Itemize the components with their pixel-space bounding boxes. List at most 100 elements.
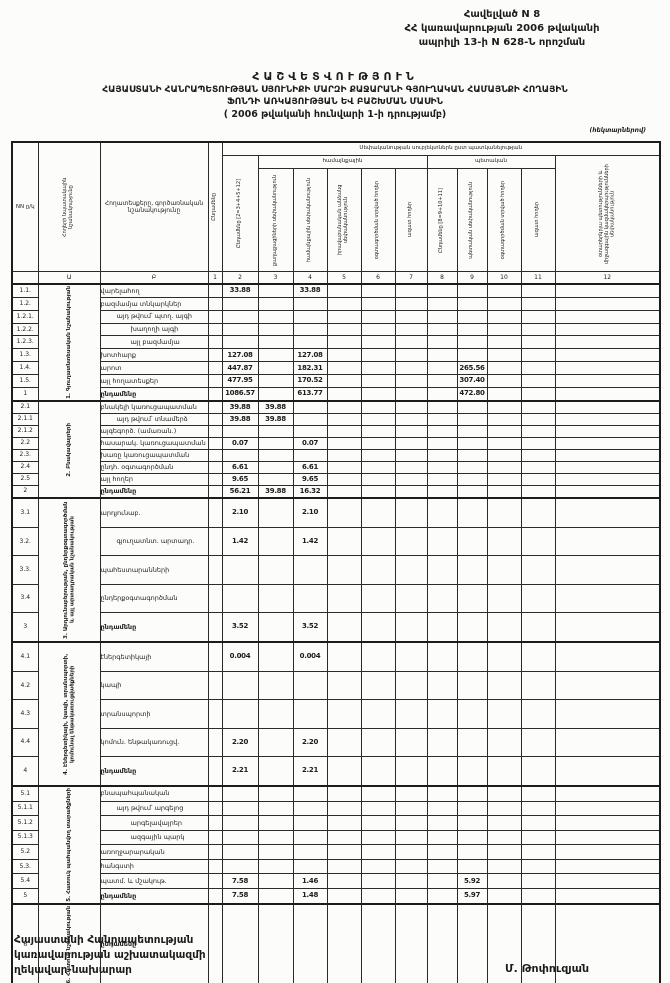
value-cell [486,526,522,557]
value-cell [486,412,522,426]
land-type-cell: ընդամենը [99,484,209,499]
value-cell [360,399,396,414]
value-cell: 170.52 [292,374,328,388]
value-cell [456,902,488,983]
value-cell [292,784,328,802]
value-cell [394,309,428,324]
value-cell [426,436,458,450]
value-cell [360,815,396,831]
value-cell [257,361,294,376]
col-header-c1: Ընդամենը [207,141,223,272]
value-cell [426,361,458,376]
row-number-cell: 2.3. [11,448,39,462]
value-cell [221,670,259,701]
table-row: 2.4 ընդհ. օգտագործման 6.61 6.61 [11,460,661,474]
land-type-cell: արգելավայրեր [99,815,209,831]
column-number: 4 [292,271,328,285]
land-type-cell: հասարակ. կառուցապատման [99,436,209,450]
value-cell [394,670,428,701]
value-cell [486,424,522,438]
value-cell [257,887,294,905]
row-number-cell: 4.3 [11,699,39,729]
col-header-c8: Ընդամենը [8=9+10+11] [426,168,458,272]
col-header-c8-text: Ընդամենը [8=9+10+11] [438,187,445,253]
value-cell [456,436,488,450]
value-cell [257,472,294,486]
table-row: 5 ընդամենը 7.58 1.48 5.97 [11,887,661,905]
value-cell [554,374,661,388]
value-cell [426,902,458,983]
col-header-c4: համայնքային սեփականություն [292,168,328,272]
value-cell [360,873,396,889]
table-row: 4.4 կոմուն. ենթակառուցվ. 2.20 2.20 [11,727,661,757]
value-cell: 182.31 [292,361,328,376]
ownership-band-header: Սեփականության սուբյեկտներն ըստ պատկանելո… [221,141,661,156]
land-type-cell: էներգետիկայի [99,640,209,672]
value-cell [554,386,661,402]
land-type-cell: այգեգործ. (ամառան.) [99,424,209,438]
value-cell [292,322,328,337]
land-type-cell: այլ բազմամյա [99,335,209,350]
value-cell [554,858,661,875]
value-cell [456,496,488,528]
value-cell [292,448,328,462]
row-number-cell: 2.5 [11,472,39,486]
value-cell [486,784,522,802]
col-header-c10-text: օգտագործման տրված հողեր [500,180,507,260]
value-cell: 6.61 [292,460,328,474]
value-cell [394,374,428,388]
value-cell [520,386,556,402]
value-cell [456,815,488,831]
land-type-cell: ընդհ. օգտագործման [99,460,209,474]
value-cell [520,902,556,983]
value-cell: 5.92 [456,873,488,889]
value-cell [394,640,428,672]
value-cell [426,727,458,757]
value-cell [326,844,362,860]
value-cell [326,611,362,643]
column-number: 9 [456,271,488,285]
value-cell [394,496,428,528]
value-cell [426,296,458,311]
row-number-cell: 6 [11,902,39,983]
land-type-cell: այդ թվում՝ պտղ. այգի [99,309,209,324]
col-header-c2: Ընդամենը [2=3+4+5+12] [221,155,259,272]
col-header-c1-text: Ընդամենը [211,193,218,221]
value-cell [486,484,522,499]
value-cell [360,755,396,787]
value-cell [360,611,396,643]
value-cell [520,611,556,643]
value-cell: 307.40 [456,374,488,388]
column-number: 7 [394,271,428,285]
value-cell [221,448,259,462]
value-cell [426,800,458,817]
value-cell [486,399,522,414]
value-cell [426,526,458,557]
value-cell [292,399,328,414]
row-number-cell: 3 [11,611,39,643]
value-cell [520,699,556,729]
col-header-c11-text: ազատ հողեր [534,202,541,238]
value-cell [456,858,488,875]
value-cell [360,526,396,557]
value-cell [326,322,362,337]
value-cell [360,887,396,905]
value-cell [292,800,328,817]
value-cell [554,829,661,846]
value-cell [326,496,362,528]
land-type-cell: առողջարարական [99,844,209,860]
value-cell [326,902,362,983]
value-cell: 1.42 [221,526,259,557]
row-number-cell: 2.1 [11,399,39,414]
group-label-text: 1. Գյուղատնտեսական նշանակության [65,286,72,399]
value-cell [221,309,259,324]
value-cell [257,640,294,672]
value-cell [520,460,556,474]
title-date-line: ( 2006 թվականի հունվարի 1-ի դրությամբ) [223,109,447,120]
title-line-3: ՖՈՆԴԻ ԱՌԿԱՅՈՒԹՅԱՆ ԵՎ ԲԱՇԽՄԱՆ ՄԱՍԻՆ [227,97,443,107]
value-cell: 1.42 [292,526,328,557]
value-cell [257,873,294,889]
table-row: 5.1.1 այդ թվում՝ արգելոց [11,800,661,817]
value-cell [326,755,362,787]
value-cell [554,460,661,474]
